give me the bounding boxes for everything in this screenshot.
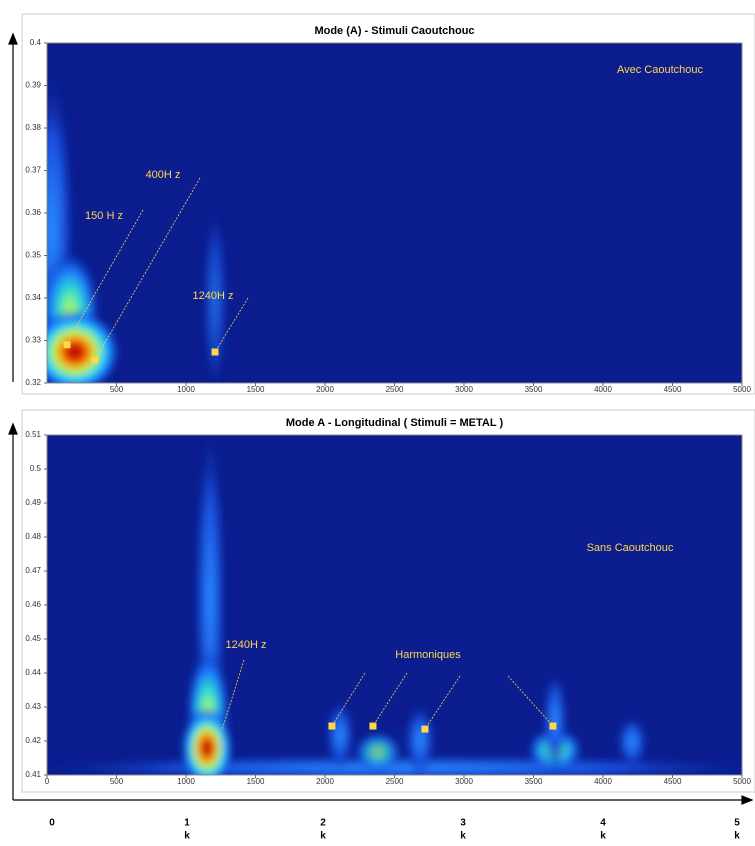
y-tick-label: 0.4 (30, 38, 42, 47)
marker (211, 348, 219, 356)
y-tick-label: 0.5 (30, 464, 42, 473)
outer-tick-unit: k (320, 831, 326, 841)
y-tick-label: 0.51 (25, 430, 41, 439)
heat-blob (181, 708, 233, 775)
y-tick-label: 0.39 (25, 81, 41, 90)
x-tick-label: 500 (110, 385, 124, 394)
marker (549, 722, 557, 730)
y-tick-label: 0.48 (25, 532, 41, 541)
plot-background (47, 43, 742, 383)
y-tick-label: 0.43 (25, 702, 41, 711)
heat-blob (47, 310, 120, 383)
annotation: Harmoniques (395, 649, 461, 661)
heat-blob (617, 717, 647, 767)
annotation-line (66, 209, 144, 344)
chart-title: Mode (A) - Stimuli Caoutchouc (314, 25, 474, 37)
x-tick-label: 3000 (455, 385, 473, 394)
x-tick-label: 2500 (386, 385, 404, 394)
x-tick-label: 3000 (455, 777, 473, 786)
y-tick-label: 0.33 (25, 336, 41, 345)
x-tick-label: 4000 (594, 777, 612, 786)
x-tick-label: 1500 (247, 385, 265, 394)
outer-tick-label: 3 (460, 818, 466, 829)
annotation-line (424, 675, 461, 730)
annotation: 150 H z (85, 210, 123, 222)
marker (63, 341, 71, 349)
y-tick-label: 0.47 (25, 566, 41, 575)
y-tick-label: 0.35 (25, 251, 41, 260)
outer-tick-label: 2 (320, 818, 326, 829)
y-tick-label: 0.41 (25, 770, 41, 779)
marker (328, 722, 336, 730)
outer-axes (8, 32, 754, 805)
outer-tick-unit: k (734, 831, 740, 841)
y-tick-label: 0.32 (25, 378, 41, 387)
outer-tick-label: 0 (49, 818, 55, 829)
chart-title: Mode A - Longitudinal ( Stimuli = METAL … (286, 417, 504, 429)
x-tick-label: 3500 (525, 777, 543, 786)
y-tick-label: 0.45 (25, 634, 41, 643)
heat-blob (326, 700, 354, 770)
heat-blob (543, 670, 567, 770)
y-tick-label: 0.44 (25, 668, 41, 677)
annotation: Avec Caoutchouc (617, 64, 704, 76)
outer-tick-unit: k (184, 831, 190, 841)
heat-blob (203, 205, 227, 383)
axis-arrow (8, 32, 18, 45)
x-tick-label: 2500 (386, 777, 404, 786)
panel: 0.32 0.33 0.34 0.35 0.36 0.37 0.38 0.39 0.4 500 10… (25, 38, 751, 394)
heat (47, 435, 742, 775)
panel-frame (21, 409, 755, 793)
x-tick-label: 3500 (525, 385, 543, 394)
y-tick-label: 0.37 (25, 166, 41, 175)
annotation-line (214, 297, 249, 353)
y-tick-label: 0.34 (25, 293, 41, 302)
y-tick-label: 0.36 (25, 208, 41, 217)
y-tick-label: 0.46 (25, 600, 41, 609)
x-tick-label: 2000 (316, 777, 334, 786)
x-tick-label: 500 (110, 777, 124, 786)
marker (369, 722, 377, 730)
x-tick-label: 5000 (733, 385, 751, 394)
panel: 0.41 0.42 0.43 0.44 0.45 0.46 0.47 0.48 0.49 0.5 0… (25, 430, 751, 786)
outer-tick-unit: k (460, 831, 466, 841)
heat-blob (405, 705, 435, 775)
marker (421, 725, 429, 733)
annotation: 1240H z (193, 290, 234, 302)
annotation: Sans Caoutchouc (587, 542, 674, 554)
outer-tick-label: 5 (734, 818, 740, 829)
outer-tick-label: 4 (600, 818, 606, 829)
x-tick-label: 1000 (177, 385, 195, 394)
plot-background (47, 435, 742, 775)
x-tick-label: 1000 (177, 777, 195, 786)
x-tick-label: 4500 (664, 777, 682, 786)
outer-tick-label: 1 (184, 818, 190, 829)
y-tick-label: 0.38 (25, 123, 41, 132)
annotation-line (94, 177, 201, 361)
axis-arrow (741, 795, 754, 805)
x-tick-label: 1500 (247, 777, 265, 786)
axis-arrow (8, 422, 18, 435)
x-tick-label: 2000 (316, 385, 334, 394)
x-tick-label: 4500 (664, 385, 682, 394)
x-tick-label: 4000 (594, 385, 612, 394)
y-tick-label: 0.42 (25, 736, 41, 745)
x-tick-label: 0 (45, 777, 50, 786)
x-tick-label: 5000 (733, 777, 751, 786)
heat-blob (354, 732, 402, 772)
annotation: 1240H z (226, 639, 267, 651)
marker (91, 356, 99, 364)
panel-frame (21, 13, 755, 395)
annotation-line (507, 675, 554, 727)
annotation: 400H z (146, 169, 181, 181)
outer-tick-unit: k (600, 831, 606, 841)
annotation-line (221, 659, 245, 731)
y-tick-label: 0.49 (25, 498, 41, 507)
heat (47, 70, 227, 383)
